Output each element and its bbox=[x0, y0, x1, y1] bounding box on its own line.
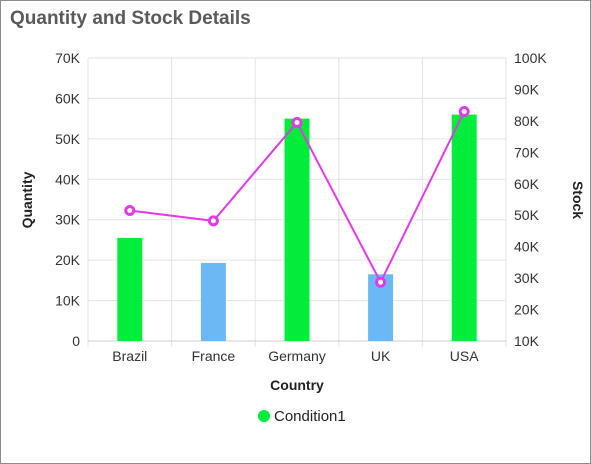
y-tick-label: 0 bbox=[72, 333, 80, 349]
line-point[interactable] bbox=[207, 215, 219, 227]
x-tick-label: Brazil bbox=[112, 348, 147, 364]
y2-tick-label: 50K bbox=[514, 207, 540, 223]
y2-tick-label: 60K bbox=[514, 176, 540, 192]
y-axis-title: Quantity bbox=[19, 171, 35, 228]
bar[interactable] bbox=[200, 262, 226, 341]
x-tick-label: Germany bbox=[268, 348, 326, 364]
y-tick-label: 30K bbox=[55, 212, 81, 228]
line-point[interactable] bbox=[375, 276, 387, 288]
x-tick-label: France bbox=[192, 348, 236, 364]
legend-label: Condition1 bbox=[274, 408, 346, 425]
y-tick-label: 10K bbox=[55, 293, 81, 309]
x-axis-title: Country bbox=[270, 377, 324, 393]
y2-tick-label: 10K bbox=[514, 333, 540, 349]
legend-marker bbox=[258, 410, 270, 422]
x-tick-label: UK bbox=[371, 348, 391, 364]
y-tick-label: 40K bbox=[55, 171, 81, 187]
bar[interactable] bbox=[451, 114, 477, 341]
x-tick-label: USA bbox=[450, 348, 479, 364]
y-tick-label: 70K bbox=[55, 50, 81, 66]
y2-tick-label: 100K bbox=[514, 50, 547, 66]
y2-tick-label: 90K bbox=[514, 81, 540, 97]
legend[interactable]: Condition1 bbox=[258, 408, 346, 425]
y-tick-label: 60K bbox=[55, 90, 81, 106]
y2-tick-label: 80K bbox=[514, 113, 540, 129]
chart-title: Quantity and Stock Details bbox=[10, 8, 251, 29]
bar[interactable] bbox=[284, 118, 310, 342]
line-point[interactable] bbox=[124, 205, 136, 217]
y2-tick-label: 40K bbox=[514, 239, 540, 255]
y2-tick-label: 70K bbox=[514, 144, 540, 160]
y2-tick-label: 20K bbox=[514, 302, 540, 318]
line-point[interactable] bbox=[458, 105, 470, 117]
line-point[interactable] bbox=[291, 116, 303, 128]
y-tick-label: 50K bbox=[55, 131, 81, 147]
y2-axis-title: Stock bbox=[570, 181, 586, 219]
y-tick-label: 20K bbox=[55, 252, 81, 268]
y2-tick-label: 30K bbox=[514, 270, 540, 286]
bar[interactable] bbox=[117, 237, 143, 341]
